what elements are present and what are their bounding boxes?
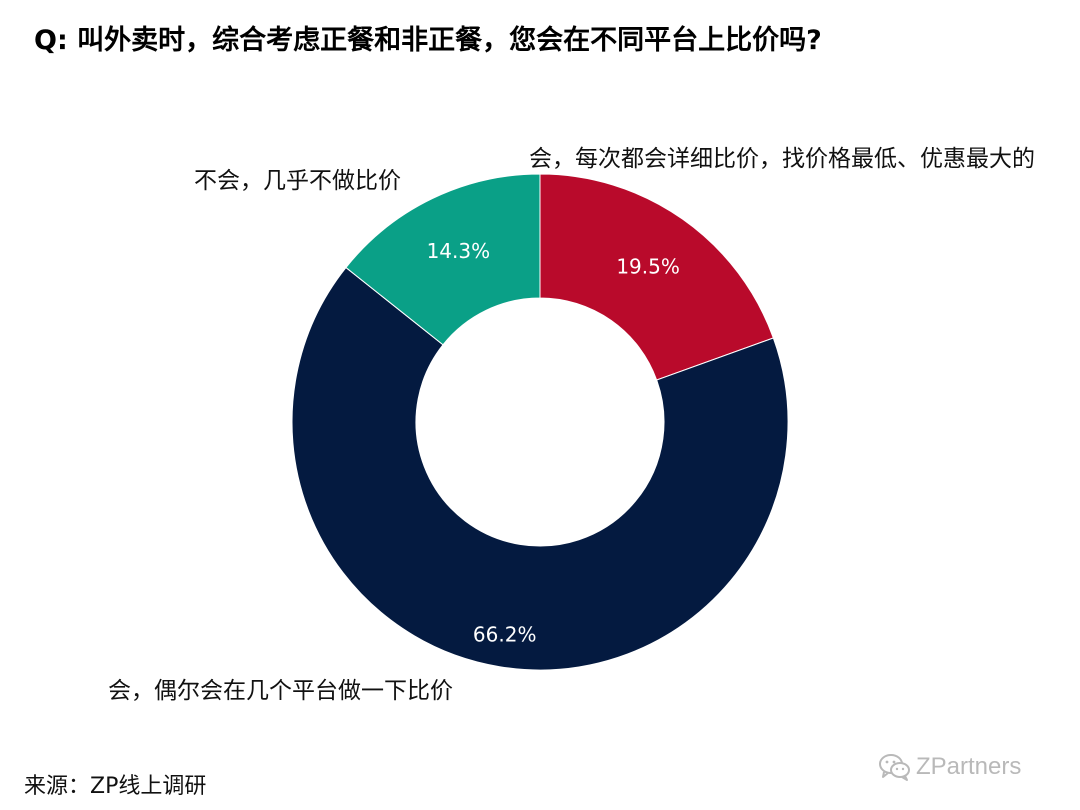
slice-category-label: 会，偶尔会在几个平台做一下比价 — [108, 678, 453, 704]
slice-category-label: 会，每次都会详细比价，找价格最低、优惠最大的 — [529, 146, 1035, 172]
slice-value-label: 19.5% — [616, 255, 680, 279]
chart-title: Q: 叫外卖时，综合考虑正餐和非正餐，您会在不同平台上比价吗? — [34, 25, 822, 56]
slice-value-label: 14.3% — [427, 239, 491, 263]
donut-slice — [539, 173, 774, 381]
donut-slice — [345, 173, 541, 346]
watermark-text: ZPartners — [916, 753, 1022, 780]
donut-slice — [291, 266, 789, 671]
source-note: 来源：ZP线上调研 — [24, 774, 207, 799]
value-labels: 19.5% 66.2% 14.3% — [427, 239, 680, 646]
donut-slices — [291, 173, 789, 671]
wechat-icon — [879, 754, 910, 781]
slice-category-label: 不会，几乎不做比价 — [194, 168, 401, 194]
slice-value-label: 66.2% — [473, 623, 537, 647]
watermark: ZPartners — [878, 752, 1021, 782]
